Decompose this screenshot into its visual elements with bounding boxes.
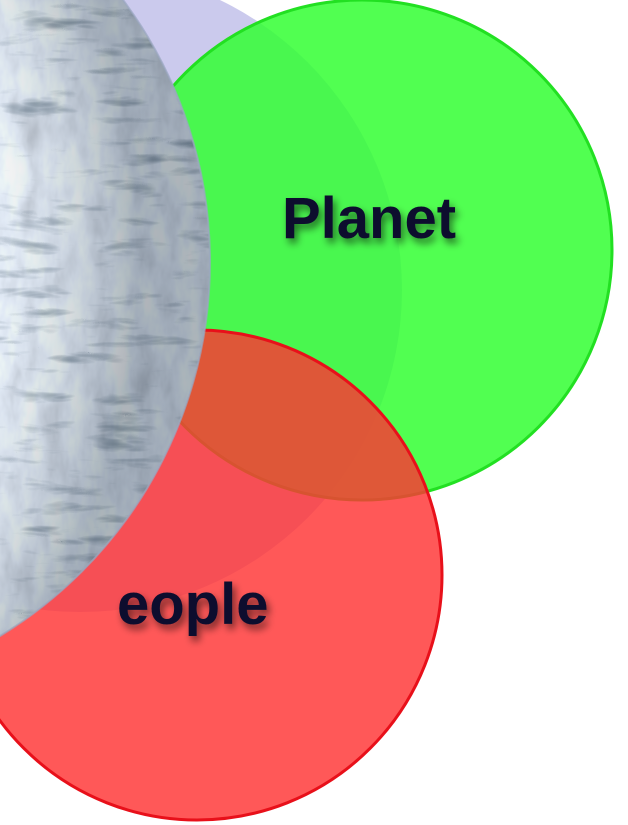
planet-label: Planet	[282, 186, 456, 251]
earth-globe-rim	[0, 0, 211, 638]
people-label: eople	[117, 572, 269, 637]
